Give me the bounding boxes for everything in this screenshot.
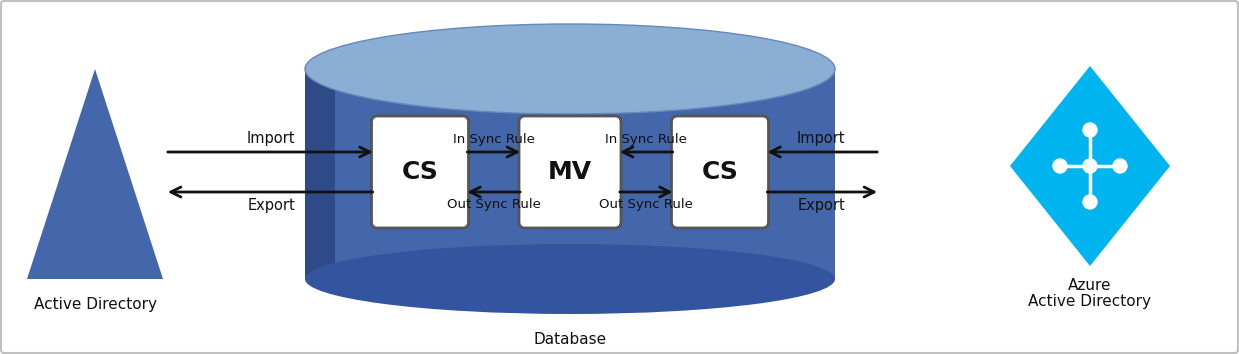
Polygon shape <box>1010 66 1170 266</box>
Circle shape <box>1083 159 1097 173</box>
Circle shape <box>1083 123 1097 137</box>
Text: Export: Export <box>248 198 295 213</box>
Circle shape <box>1053 159 1067 173</box>
Polygon shape <box>305 69 835 279</box>
Text: Out Sync Rule: Out Sync Rule <box>447 198 540 211</box>
Polygon shape <box>27 69 164 279</box>
Text: Out Sync Rule: Out Sync Rule <box>600 198 693 211</box>
FancyBboxPatch shape <box>672 116 768 228</box>
Polygon shape <box>305 69 335 279</box>
Text: CS: CS <box>701 160 738 184</box>
FancyBboxPatch shape <box>519 116 621 228</box>
Text: Database: Database <box>534 332 607 347</box>
Ellipse shape <box>305 24 835 114</box>
Text: MV: MV <box>548 160 592 184</box>
Text: Azure: Azure <box>1068 278 1111 293</box>
FancyBboxPatch shape <box>372 116 468 228</box>
Text: CS: CS <box>401 160 439 184</box>
Ellipse shape <box>305 244 835 314</box>
Text: Import: Import <box>797 131 845 146</box>
Text: Active Directory: Active Directory <box>1028 294 1151 309</box>
Text: Import: Import <box>247 131 295 146</box>
Circle shape <box>1083 195 1097 209</box>
Text: In Sync Rule: In Sync Rule <box>452 133 535 146</box>
Text: Active Directory: Active Directory <box>33 297 156 312</box>
Circle shape <box>1113 159 1127 173</box>
Text: Export: Export <box>798 198 845 213</box>
Text: In Sync Rule: In Sync Rule <box>606 133 688 146</box>
